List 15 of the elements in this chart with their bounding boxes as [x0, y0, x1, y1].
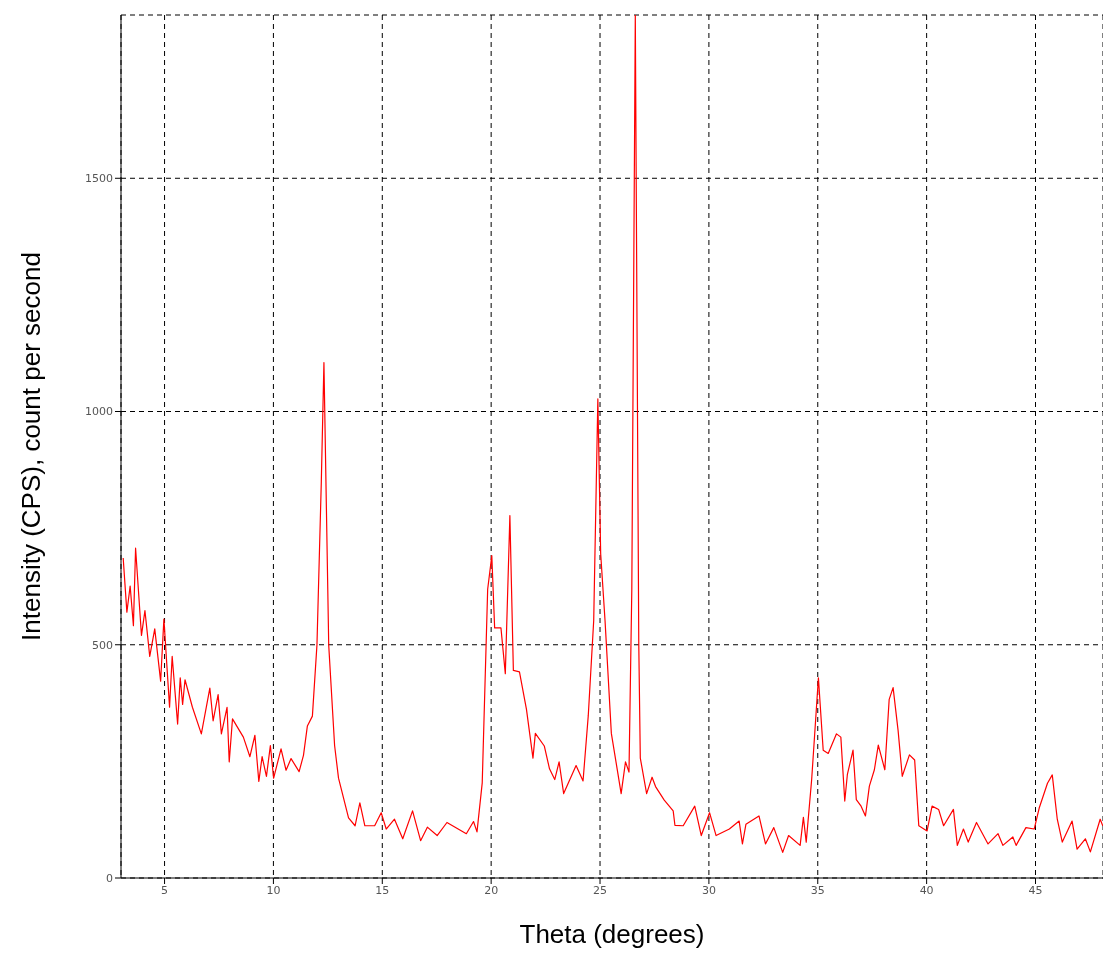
x-tick-label: 45: [1028, 883, 1043, 897]
y-tick-label: 500: [92, 638, 113, 652]
x-tick-label: 5: [161, 883, 169, 897]
x-tick-label: 35: [810, 883, 825, 897]
y-tick-label: 1500: [85, 172, 113, 186]
x-tick-label: 15: [375, 883, 390, 897]
y-axis-title: Intensity (CPS), count per second: [16, 252, 47, 641]
x-tick-label: 40: [919, 883, 934, 897]
x-axis-title: Theta (degrees): [519, 919, 705, 949]
x-tick-label: 10: [266, 883, 281, 897]
y-tick-label: 1000: [85, 405, 113, 419]
y-tick-label: 0: [106, 871, 113, 885]
x-tick-label: 20: [484, 883, 499, 897]
x-tick-label: 25: [593, 883, 608, 897]
x-tick-label: 30: [701, 883, 716, 897]
